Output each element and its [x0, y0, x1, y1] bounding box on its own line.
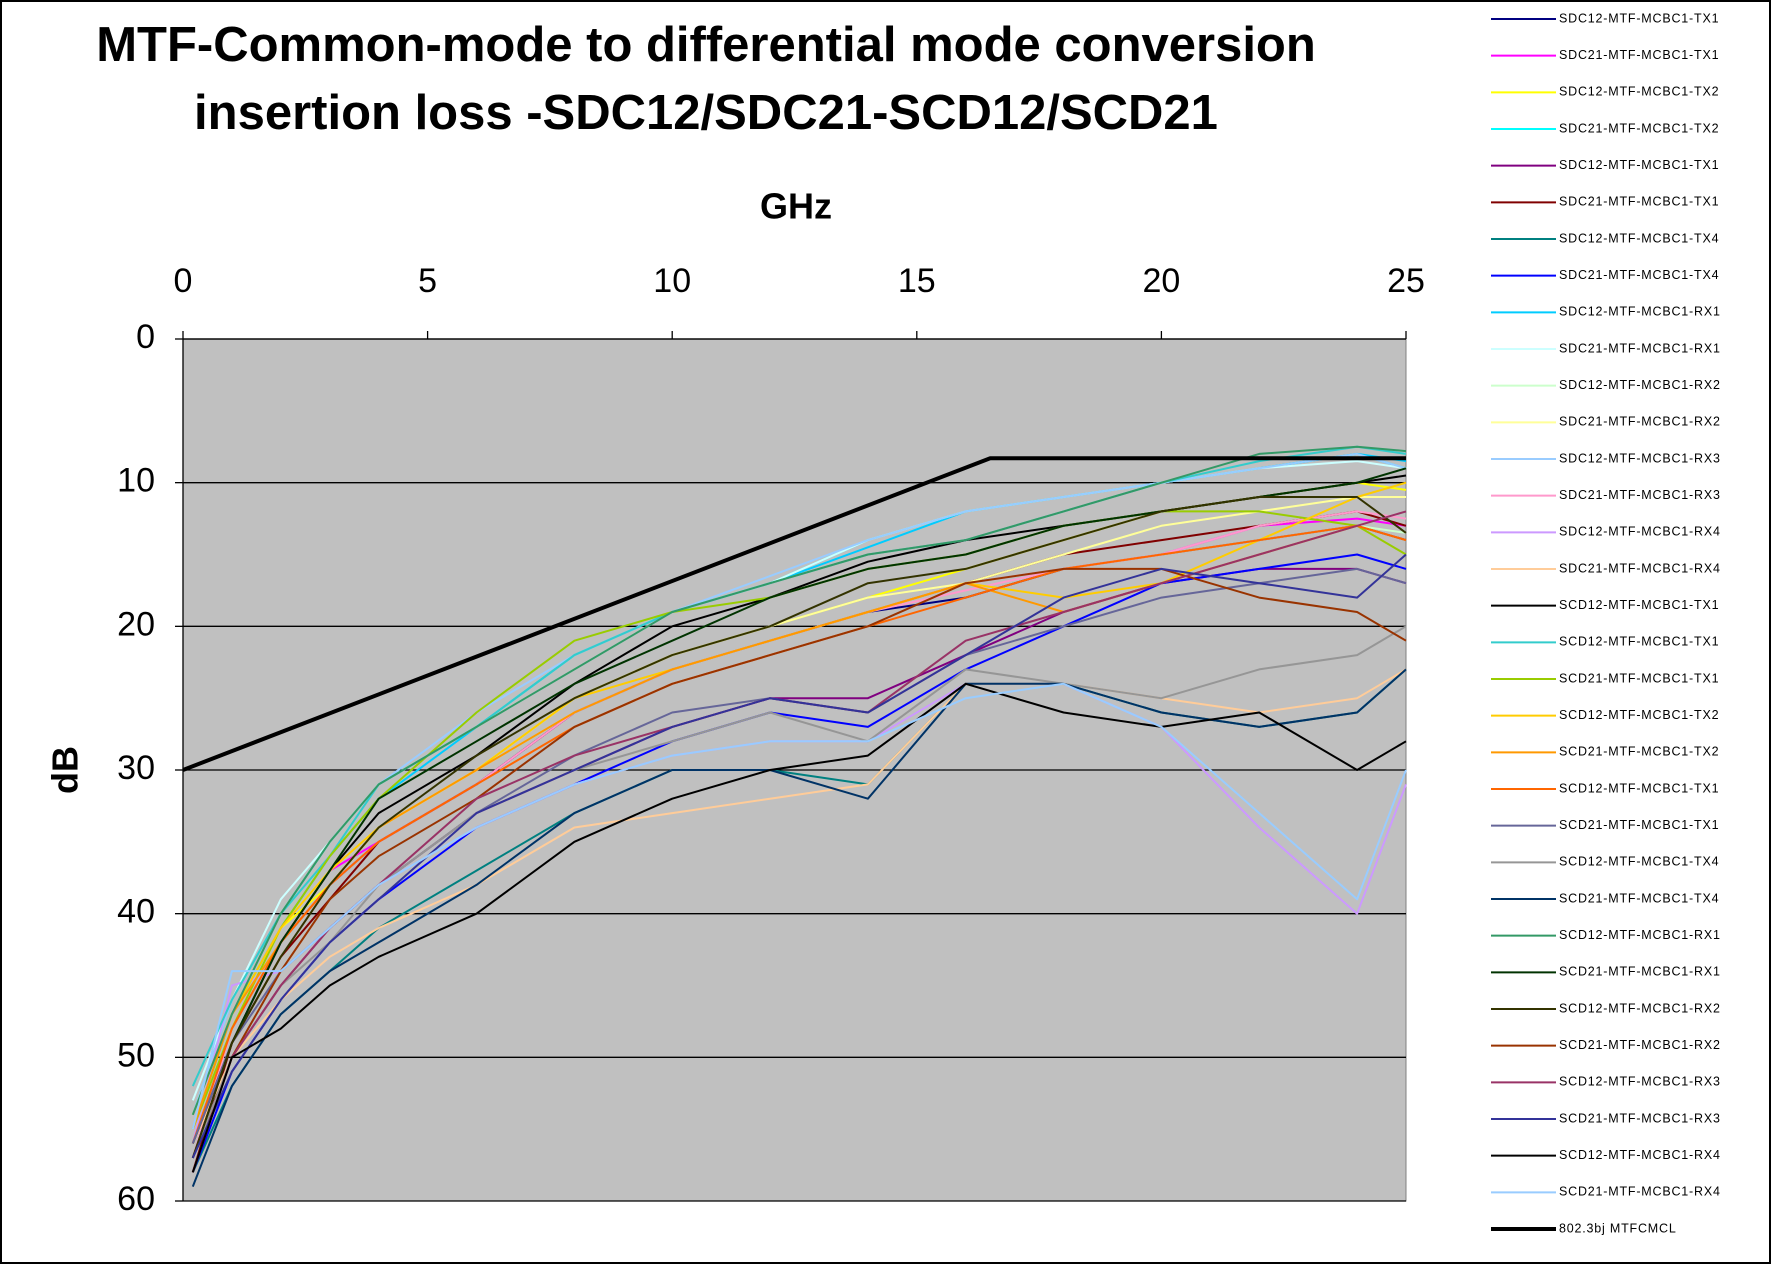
chart-title: MTF-Common-mode to differential mode con…	[96, 18, 1316, 72]
legend-label: SDC21-MTF-MCBC1-TX1	[1559, 195, 1719, 209]
legend-label: SCD21-MTF-MCBC1-RX3	[1559, 1111, 1721, 1125]
y-tick-label: 10	[117, 462, 155, 500]
legend-label: SCD12-MTF-MCBC1-TX4	[1559, 855, 1719, 869]
legend-label: SCD12-MTF-MCBC1-RX2	[1559, 1001, 1721, 1015]
series-line	[191, 625, 1407, 1159]
legend-label: SCD12-MTF-MCBC1-RX4	[1559, 1148, 1721, 1162]
y-tick-label: 40	[117, 893, 155, 931]
series-line	[191, 496, 1407, 1159]
y-tick-label: 20	[117, 605, 155, 643]
y-tick-label: 30	[117, 749, 155, 787]
legend-label: 802.3bj MTFCMCL	[1559, 1221, 1677, 1235]
series-line	[182, 456, 1406, 772]
series-line	[191, 567, 1407, 1173]
legend-label: SCD21-MTF-MCBC1-TX4	[1559, 891, 1719, 905]
chart-title: insertion loss -SDC12/SDC21-SCD12/SCD21	[194, 86, 1218, 140]
legend-label: SCD12-MTF-MCBC1-RX3	[1559, 1075, 1721, 1089]
legend-label: SCD21-MTF-MCBC1-RX2	[1559, 1038, 1721, 1052]
legend-label: SCD12-MTF-MCBC1-TX2	[1559, 708, 1719, 722]
legend-label: SCD12-MTF-MCBC1-TX1	[1559, 598, 1719, 612]
legend-label: SCD12-MTF-MCBC1-TX1	[1559, 635, 1719, 649]
legend-label: SDC21-MTF-MCBC1-TX4	[1559, 268, 1719, 282]
legend-label: SDC12-MTF-MCBC1-TX4	[1559, 231, 1719, 245]
legend-label: SCD21-MTF-MCBC1-TX2	[1559, 745, 1719, 759]
legend-label: SDC12-MTF-MCBC1-RX3	[1559, 451, 1721, 465]
y-tick-label: 50	[117, 1036, 155, 1074]
legend-label: SDC12-MTF-MCBC1-TX1	[1559, 11, 1719, 25]
legend-label: SCD21-MTF-MCBC1-TX1	[1559, 818, 1719, 832]
x-tick-label: 5	[418, 262, 437, 300]
legend-label: SCD21-MTF-MCBC1-RX4	[1559, 1185, 1721, 1199]
y-axis-title: dB	[45, 746, 86, 794]
legend-label: SDC21-MTF-MCBC1-TX1	[1559, 48, 1719, 62]
legend-label: SDC21-MTF-MCBC1-RX1	[1559, 341, 1721, 355]
x-tick-label: 25	[1387, 262, 1425, 300]
legend-label: SCD12-MTF-MCBC1-RX1	[1559, 928, 1721, 942]
legend-label: SDC12-MTF-MCBC1-RX4	[1559, 525, 1721, 539]
legend-label: SCD21-MTF-MCBC1-RX1	[1559, 965, 1721, 979]
y-tick-label: 0	[136, 318, 155, 356]
x-axis-title: GHz	[760, 186, 832, 227]
series-line	[191, 510, 1407, 1130]
series-line	[191, 668, 1407, 1144]
series-line	[191, 682, 1407, 1130]
legend-label: SDC21-MTF-MCBC1-RX3	[1559, 488, 1721, 502]
legend-label: SDC12-MTF-MCBC1-TX2	[1559, 85, 1719, 99]
legend-label: SDC21-MTF-MCBC1-RX4	[1559, 561, 1721, 575]
x-tick-label: 15	[898, 262, 936, 300]
legend-label: SDC21-MTF-MCBC1-RX2	[1559, 415, 1721, 429]
legend-label: SDC12-MTF-MCBC1-RX2	[1559, 378, 1721, 392]
legend-label: SDC21-MTF-MCBC1-TX2	[1559, 121, 1719, 135]
legend-label: SDC12-MTF-MCBC1-TX1	[1559, 158, 1719, 172]
series-line	[191, 553, 1407, 1159]
y-tick-label: 60	[117, 1180, 155, 1218]
legend-label: SDC12-MTF-MCBC1-RX1	[1559, 305, 1721, 319]
legend-label: SCD21-MTF-MCBC1-TX1	[1559, 671, 1719, 685]
series-line	[191, 682, 1407, 1173]
x-tick-label: 0	[174, 262, 193, 300]
legend-label: SCD12-MTF-MCBC1-TX1	[1559, 781, 1719, 795]
series-line	[191, 445, 1407, 1116]
x-tick-label: 20	[1142, 262, 1180, 300]
x-tick-label: 10	[653, 262, 691, 300]
